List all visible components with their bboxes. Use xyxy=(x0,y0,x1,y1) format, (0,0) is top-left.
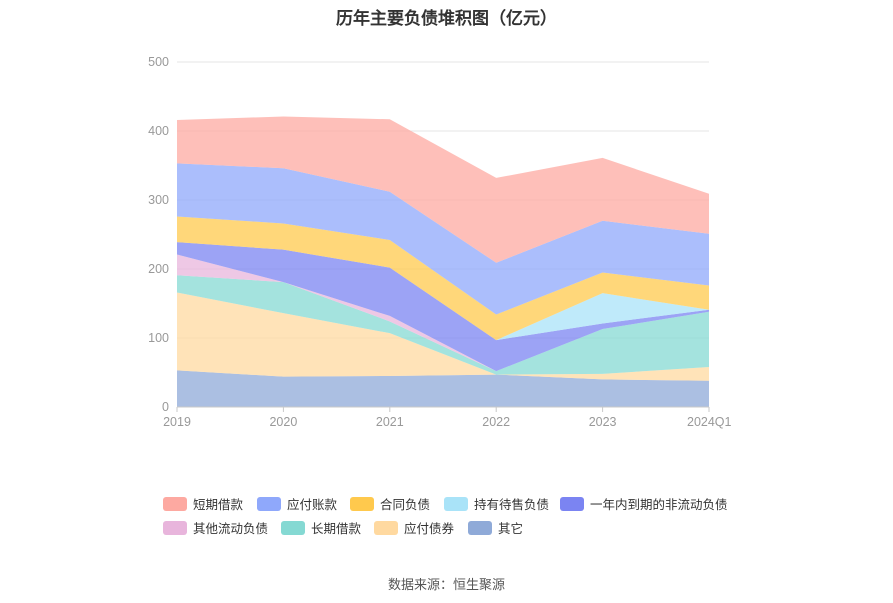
legend-swatch xyxy=(374,520,398,535)
area-series[interactable]: 合同负债 xyxy=(177,216,709,341)
legend-label: 合同负债 xyxy=(380,498,431,512)
x-tick-label: 2024Q1 xyxy=(687,415,732,429)
data-source-note: 数据来源：恒生聚源 xyxy=(387,577,505,592)
legend-item-accounts-payable[interactable]: 应付账款 xyxy=(257,494,337,513)
y-tick-label: 300 xyxy=(148,193,169,207)
legend-item-long-term-loans[interactable]: 长期借款 xyxy=(281,518,361,537)
y-tick-label: 0 xyxy=(162,400,169,414)
x-tick-label: 2020 xyxy=(269,415,297,429)
legend-label: 持有待售负债 xyxy=(474,498,550,512)
y-tick-label: 100 xyxy=(148,331,169,345)
legend-label: 应付债券 xyxy=(404,522,455,536)
legend-swatch xyxy=(163,520,187,535)
legend-item-contract-liabilities[interactable]: 合同负债 xyxy=(350,494,430,513)
legend-swatch xyxy=(444,496,468,511)
y-tick-label: 400 xyxy=(148,124,169,138)
area-series[interactable]: 应付债券 xyxy=(177,292,709,381)
chart-title: 历年主要负债堆积图（亿元） xyxy=(336,9,557,28)
legend-swatch xyxy=(163,496,187,511)
x-tick-label: 2019 xyxy=(163,415,191,429)
area-series[interactable]: 一年内到期的非流动负债 xyxy=(177,242,709,372)
legend-label: 其他流动负债 xyxy=(193,522,269,536)
area-series[interactable]: 持有待售负债 xyxy=(177,242,709,341)
legend-swatch xyxy=(257,496,281,511)
legend-item-bonds-payable[interactable]: 应付债券 xyxy=(374,518,454,537)
area-series[interactable]: 应付账款 xyxy=(177,163,709,315)
x-tick-label: 2022 xyxy=(482,415,510,429)
legend-label: 短期借款 xyxy=(193,498,244,512)
legend-swatch xyxy=(468,520,492,535)
legend-item-other[interactable]: 其它 xyxy=(468,518,523,537)
legend-label: 应付账款 xyxy=(287,498,338,512)
legend-item-held-for-sale-liabilities[interactable]: 持有待售负债 xyxy=(444,494,549,513)
legend-swatch xyxy=(281,520,305,535)
y-tick-label: 200 xyxy=(148,262,169,276)
area-series[interactable]: 短期借款 xyxy=(177,116,709,263)
legend-item-current-portion-noncurrent[interactable]: 一年内到期的非流动负债 xyxy=(560,494,728,513)
x-tick-label: 2023 xyxy=(589,415,617,429)
x-tick-label: 2021 xyxy=(376,415,404,429)
legend-label: 长期借款 xyxy=(311,522,362,536)
y-tick-label: 500 xyxy=(148,55,169,69)
area-series[interactable]: 长期借款 xyxy=(177,275,709,375)
legend-label: 一年内到期的非流动负债 xyxy=(590,498,728,512)
area-series[interactable]: 其它 xyxy=(177,370,709,407)
legend-swatch xyxy=(350,496,374,511)
legend-label: 其它 xyxy=(498,522,524,536)
legend-item-short-term-loans[interactable]: 短期借款 xyxy=(163,494,243,513)
legend-item-other-current-liabilities[interactable]: 其他流动负债 xyxy=(163,518,268,537)
legend-swatch xyxy=(560,496,584,511)
